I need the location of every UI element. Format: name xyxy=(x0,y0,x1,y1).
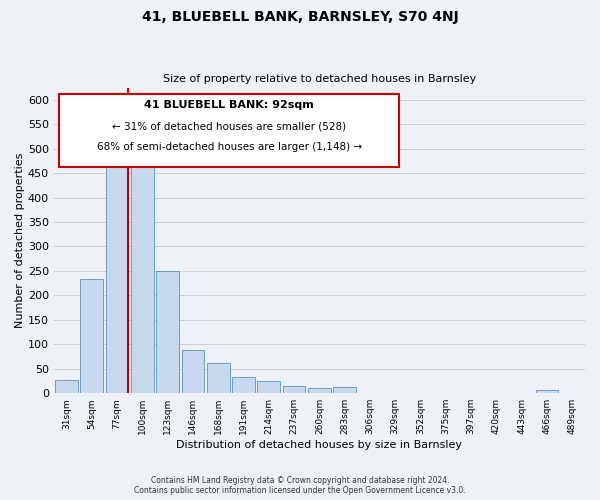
Bar xyxy=(308,388,331,393)
X-axis label: Distribution of detached houses by size in Barnsley: Distribution of detached houses by size … xyxy=(176,440,463,450)
Bar xyxy=(80,279,103,393)
Bar xyxy=(283,386,305,393)
Text: 41 BLUEBELL BANK: 92sqm: 41 BLUEBELL BANK: 92sqm xyxy=(144,100,314,110)
Y-axis label: Number of detached properties: Number of detached properties xyxy=(15,152,25,328)
Bar xyxy=(156,272,179,393)
Title: Size of property relative to detached houses in Barnsley: Size of property relative to detached ho… xyxy=(163,74,476,84)
Bar xyxy=(536,390,559,393)
Bar xyxy=(131,164,154,393)
Bar xyxy=(182,350,204,393)
Bar xyxy=(55,380,78,393)
Text: 41, BLUEBELL BANK, BARNSLEY, S70 4NJ: 41, BLUEBELL BANK, BARNSLEY, S70 4NJ xyxy=(142,10,458,24)
Bar xyxy=(333,388,356,393)
Text: ← 31% of detached houses are smaller (528): ← 31% of detached houses are smaller (52… xyxy=(112,122,346,132)
Text: Contains HM Land Registry data © Crown copyright and database right 2024.
Contai: Contains HM Land Registry data © Crown c… xyxy=(134,476,466,495)
Bar xyxy=(232,377,255,393)
FancyBboxPatch shape xyxy=(59,94,399,167)
Bar xyxy=(207,363,230,393)
Bar xyxy=(106,152,128,393)
Bar xyxy=(257,382,280,393)
Text: 68% of semi-detached houses are larger (1,148) →: 68% of semi-detached houses are larger (… xyxy=(97,142,362,152)
